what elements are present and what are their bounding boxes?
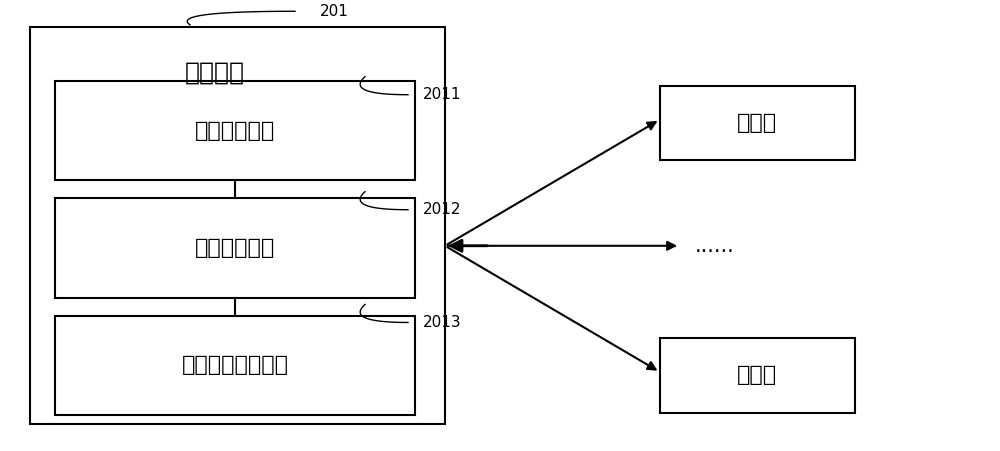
- Text: 目标物: 目标物: [737, 113, 777, 133]
- Text: 模数电路模块: 模数电路模块: [195, 238, 275, 258]
- Bar: [660, 86, 855, 160]
- Bar: [55, 316, 415, 415]
- Bar: [30, 27, 445, 424]
- Text: ......: ......: [695, 236, 735, 256]
- Text: 集成电路: 集成电路: [185, 60, 245, 84]
- Bar: [660, 338, 855, 413]
- Bar: [55, 81, 415, 180]
- Text: 数字信号处理模块: 数字信号处理模块: [182, 355, 288, 375]
- Text: 2011: 2011: [423, 87, 462, 102]
- Text: 2012: 2012: [423, 202, 462, 217]
- Text: 目标物: 目标物: [737, 365, 777, 385]
- Bar: [55, 198, 415, 298]
- Text: 2013: 2013: [423, 315, 462, 330]
- Text: 信号收发通道: 信号收发通道: [195, 121, 275, 141]
- Text: 201: 201: [320, 4, 349, 19]
